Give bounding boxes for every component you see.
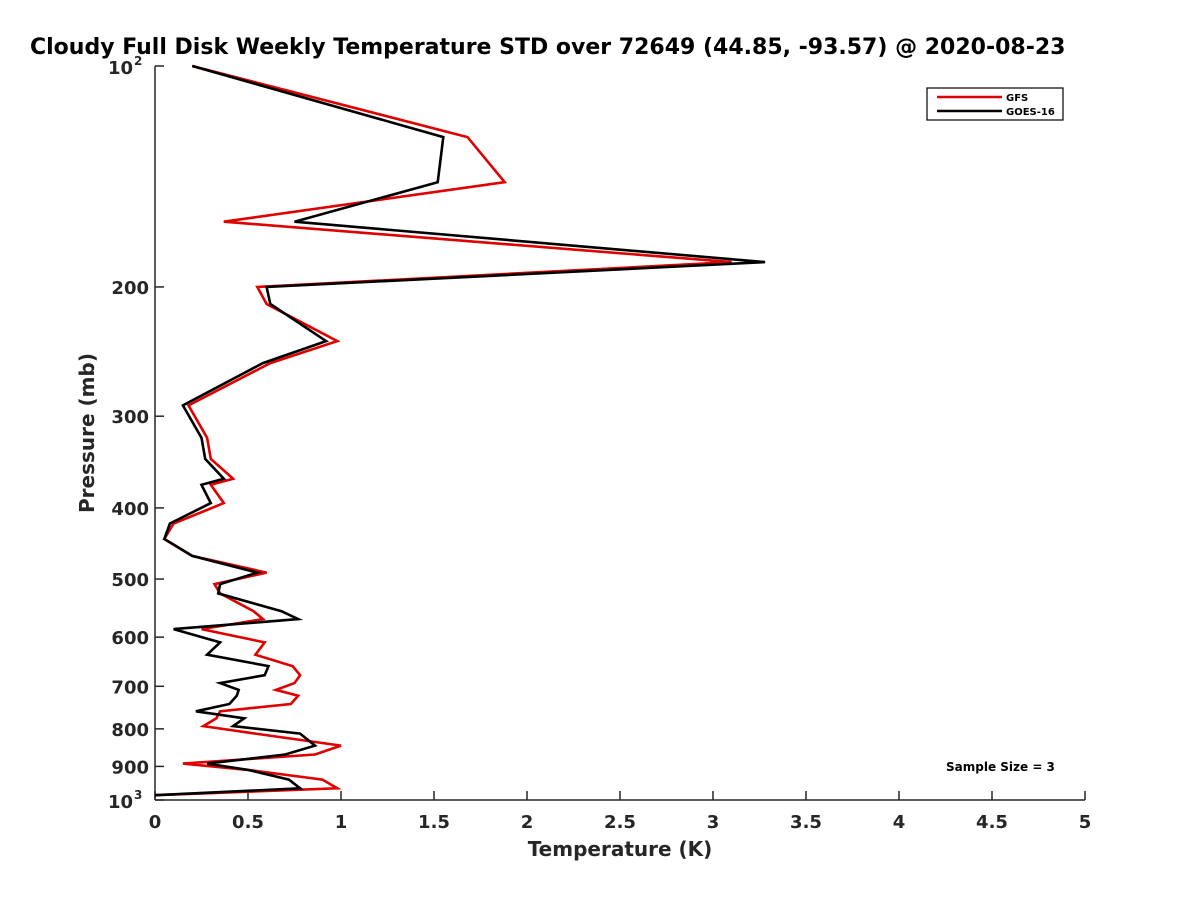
y-tick-label: 900 bbox=[111, 757, 149, 778]
legend-box bbox=[926, 87, 1064, 121]
x-tick-label: 1 bbox=[335, 812, 348, 833]
x-ticks: 0 0.5 1 1.5 2 2.5 3 3.5 4 4.5 5 bbox=[149, 791, 1092, 833]
legend-label-gfs: GFS bbox=[1006, 93, 1028, 104]
x-tick-label: 0.5 bbox=[232, 812, 264, 833]
legend-label-goes: GOES-16 bbox=[1006, 107, 1055, 118]
series-line-goes-16 bbox=[154, 64, 766, 797]
x-tick-label: 2 bbox=[521, 812, 534, 833]
x-tick-label: 4 bbox=[893, 812, 906, 833]
y-axis-label: Pressure (mb) bbox=[75, 353, 99, 513]
x-tick-label: 3.5 bbox=[790, 812, 822, 833]
x-tick-label: 1.5 bbox=[418, 812, 450, 833]
x-tick-label: 2.5 bbox=[604, 812, 636, 833]
y-tick-exponent: 2 bbox=[134, 54, 142, 68]
y-tick-label: 700 bbox=[111, 677, 149, 698]
plot-area bbox=[154, 66, 1085, 801]
x-tick-label: 0 bbox=[149, 812, 162, 833]
y-tick-label: 400 bbox=[111, 499, 149, 520]
y-tick-exponent: 3 bbox=[134, 788, 142, 802]
y-tick-label: 500 bbox=[111, 570, 149, 591]
x-tick-label: 3 bbox=[707, 812, 720, 833]
x-axis-label: Temperature (K) bbox=[528, 837, 713, 861]
x-tick-label: 5 bbox=[1079, 812, 1092, 833]
x-tick-label: 4.5 bbox=[976, 812, 1008, 833]
series-lines bbox=[154, 64, 766, 797]
y-tick-label: 10 bbox=[108, 58, 133, 79]
y-tick-label: 200 bbox=[111, 278, 149, 299]
chart-title: Cloudy Full Disk Weekly Temperature STD … bbox=[30, 35, 1065, 60]
y-tick-label: 800 bbox=[111, 720, 149, 741]
y-tick-label: 10 bbox=[108, 792, 133, 813]
sample-size-annotation: Sample Size = 3 bbox=[946, 760, 1055, 774]
y-tick-label: 600 bbox=[111, 628, 149, 649]
legend: GFS GOES-16 bbox=[926, 87, 1064, 121]
y-tick-label: 300 bbox=[111, 407, 149, 428]
series-line-gfs bbox=[154, 64, 732, 797]
